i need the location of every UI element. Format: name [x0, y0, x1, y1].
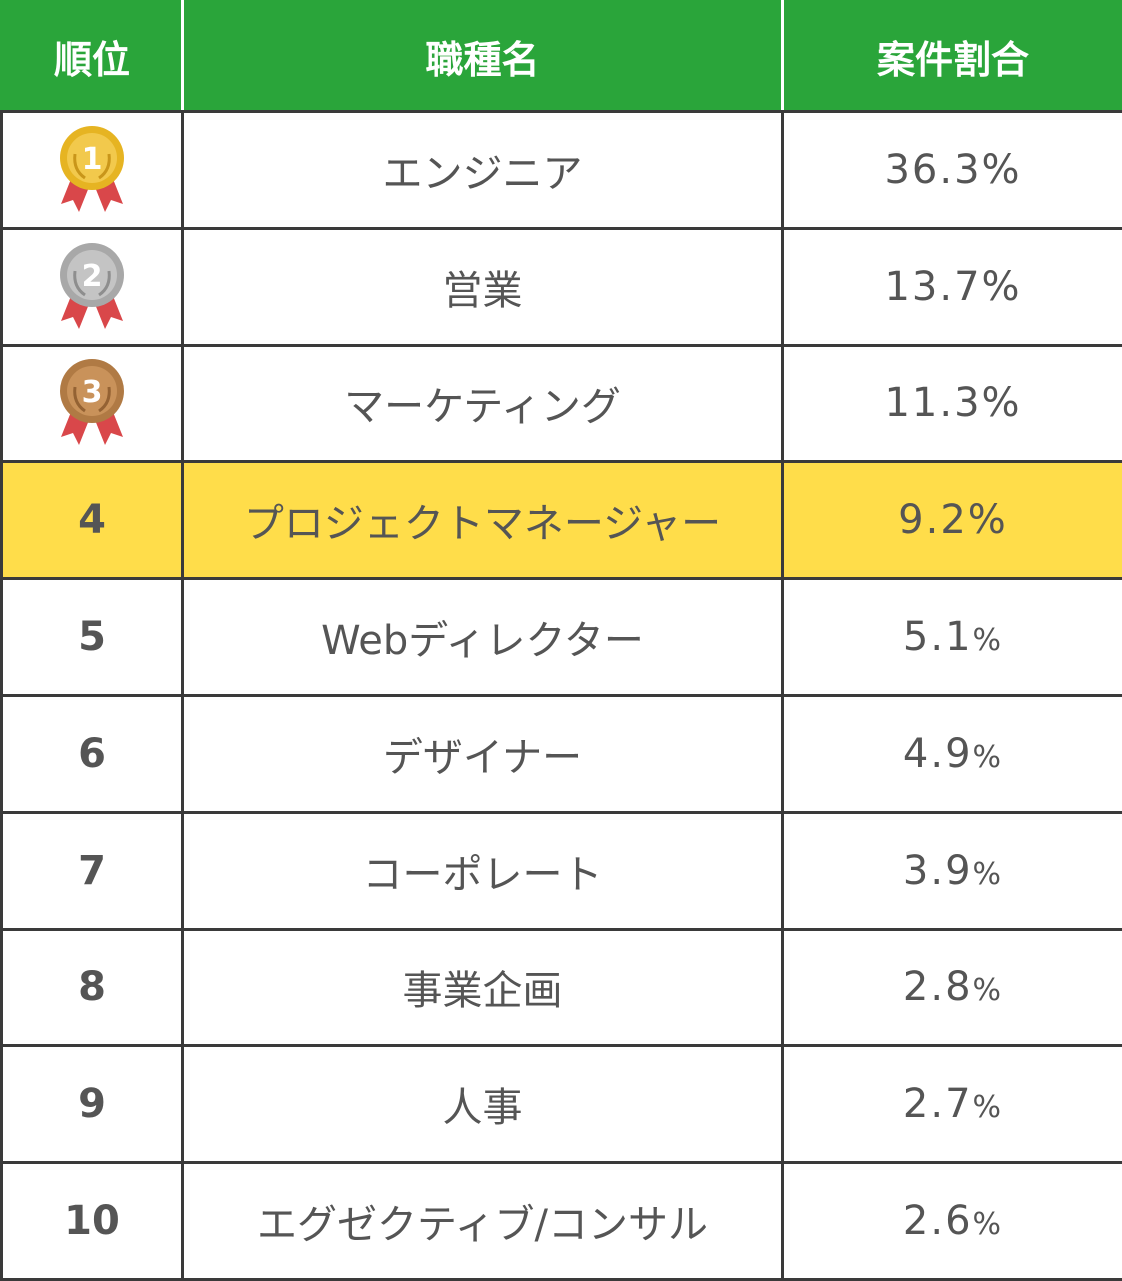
share-value: 9.2: [898, 497, 968, 544]
share-value: 2.7: [902, 1081, 973, 1128]
share-cell: 36.3%: [781, 110, 1122, 230]
table-row-highlighted: 4 プロジェクトマネージャー 9.2%: [0, 460, 1122, 581]
rank-cell: 7: [0, 810, 184, 931]
header-job: 職種名: [181, 0, 784, 113]
share-unit: %: [972, 973, 1004, 1009]
table-row: 7 コーポレート 3.9%: [0, 810, 1122, 931]
job-cell: プロジェクトマネージャー: [181, 460, 784, 581]
header-row: 順位 職種名 案件割合: [0, 0, 1122, 113]
share-cell: 13.7%: [781, 226, 1122, 347]
share-value: 13.7: [884, 263, 982, 310]
rank-cell: 9: [0, 1044, 184, 1165]
rank-cell: 1: [0, 110, 184, 230]
rank-cell: 6: [0, 693, 184, 814]
rank-cell: 10: [0, 1161, 184, 1281]
job-cell: コーポレート: [181, 810, 784, 931]
share-unit: %: [972, 623, 1004, 659]
share-cell: 2.8%: [781, 927, 1122, 1048]
share-value: 3.9: [902, 847, 973, 894]
share-unit: %: [981, 263, 1022, 310]
share-unit: %: [972, 739, 1004, 775]
job-cell: 人事: [181, 1044, 784, 1165]
job-cell: 営業: [181, 226, 784, 347]
share-unit: %: [972, 856, 1004, 892]
medal-rank-label: 2: [82, 259, 103, 294]
share-value: 5.1: [902, 614, 973, 661]
share-value: 2.8: [902, 964, 973, 1011]
job-cell: デザイナー: [181, 693, 784, 814]
share-unit: %: [972, 1207, 1004, 1243]
header-share: 案件割合: [781, 0, 1122, 113]
rank-cell: 8: [0, 927, 184, 1048]
share-cell: 9.2%: [781, 460, 1122, 581]
share-unit: %: [967, 497, 1008, 544]
table-row: 5 Webディレクター 5.1%: [0, 577, 1122, 697]
table-row: 1 エンジニア 36.3%: [0, 110, 1122, 230]
medal-rank-label: 3: [82, 375, 103, 410]
job-cell: マーケティング: [181, 343, 784, 464]
gold-medal-icon: 1: [60, 125, 124, 212]
rank-cell: 4: [0, 460, 184, 581]
share-unit: %: [981, 146, 1022, 193]
share-value: 11.3: [884, 380, 982, 427]
job-cell: 事業企画: [181, 927, 784, 1048]
header-rank: 順位: [0, 0, 184, 113]
rank-cell: 3: [0, 343, 184, 464]
table-row: 3 マーケティング 11.3%: [0, 343, 1122, 464]
share-cell: 5.1%: [781, 577, 1122, 697]
rank-cell: 5: [0, 577, 184, 697]
share-value: 2.6: [902, 1198, 973, 1245]
table-row: 9 人事 2.7%: [0, 1044, 1122, 1165]
bronze-medal-icon: 3: [60, 359, 124, 446]
job-cell: エグゼクティブ/コンサル: [181, 1161, 784, 1281]
table-row: 6 デザイナー 4.9%: [0, 693, 1122, 814]
share-unit: %: [981, 380, 1022, 427]
silver-medal-icon: 2: [60, 242, 124, 329]
table-row: 8 事業企画 2.8%: [0, 927, 1122, 1048]
share-cell: 11.3%: [781, 343, 1122, 464]
rank-cell: 2: [0, 226, 184, 347]
share-unit: %: [972, 1090, 1004, 1126]
share-value: 36.3: [884, 146, 982, 193]
job-cell: Webディレクター: [181, 577, 784, 697]
table-row: 10 エグゼクティブ/コンサル 2.6%: [0, 1161, 1122, 1281]
share-cell: 3.9%: [781, 810, 1122, 931]
medal-rank-label: 1: [82, 142, 103, 177]
share-cell: 2.7%: [781, 1044, 1122, 1165]
share-cell: 4.9%: [781, 693, 1122, 814]
share-value: 4.9: [902, 730, 973, 777]
share-cell: 2.6%: [781, 1161, 1122, 1281]
job-cell: エンジニア: [181, 110, 784, 230]
table-row: 2 営業 13.7%: [0, 226, 1122, 347]
